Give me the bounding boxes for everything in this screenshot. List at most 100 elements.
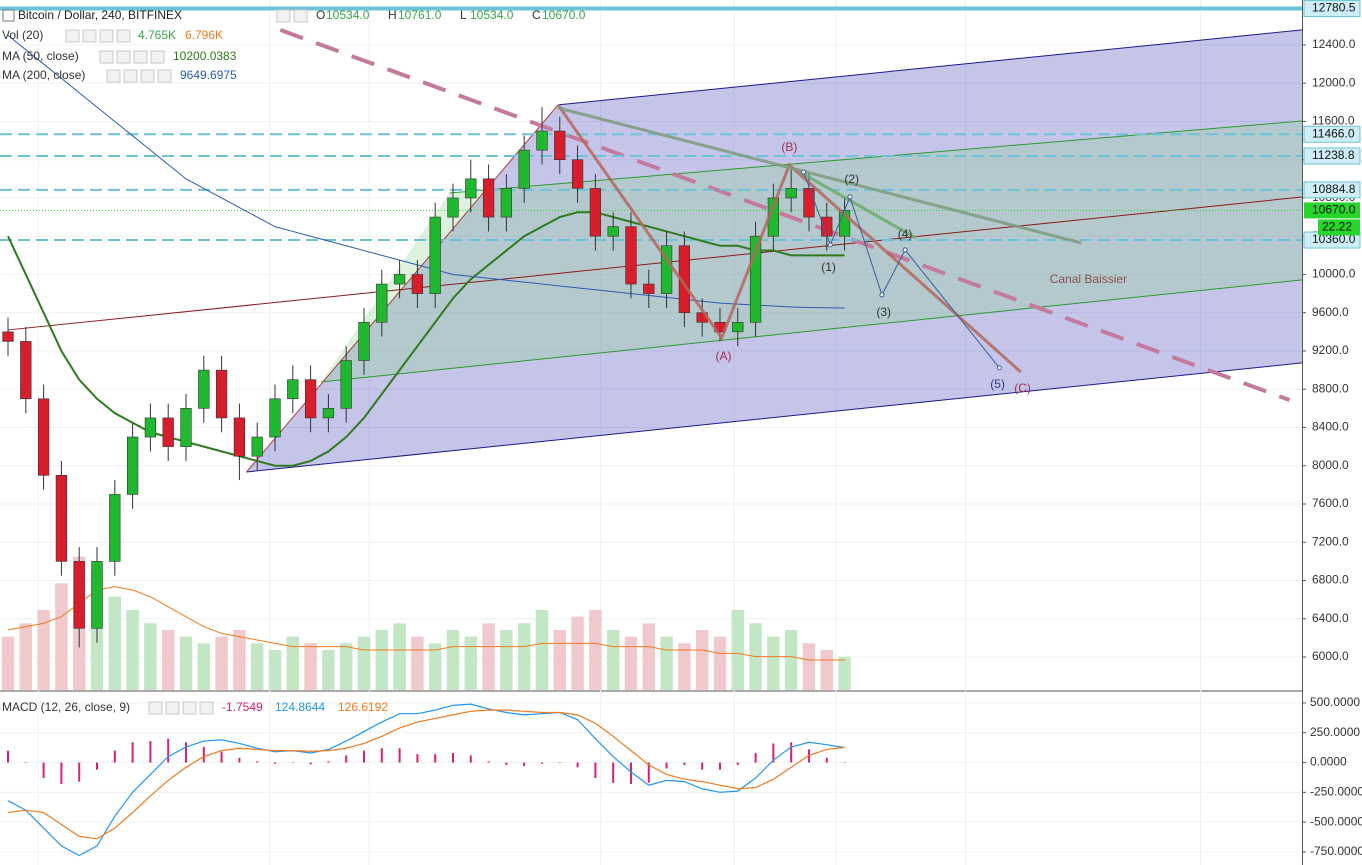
annotation: Canal Baissier xyxy=(1050,272,1127,286)
legend-icon xyxy=(165,701,180,715)
histogram-bar xyxy=(380,748,383,763)
volume-bar xyxy=(233,630,246,690)
volume-bar xyxy=(820,650,833,690)
candle-body xyxy=(180,408,192,447)
histogram-bar xyxy=(149,741,152,763)
candle-body xyxy=(304,379,317,419)
volume-bar xyxy=(553,630,567,690)
candle-body xyxy=(251,436,263,457)
volume-bar xyxy=(37,610,50,690)
candle-body xyxy=(55,475,68,562)
candle-body xyxy=(500,188,513,218)
annotation: (B) xyxy=(781,140,797,154)
candle-body xyxy=(785,188,797,199)
channel-line xyxy=(246,104,559,473)
candle-body xyxy=(536,130,548,151)
annotation: (2) xyxy=(844,172,859,186)
legend-icon xyxy=(140,69,155,83)
level-label: 11238.8 xyxy=(1312,148,1355,162)
histogram-bar xyxy=(238,757,241,763)
ohlc-label: H xyxy=(388,8,397,22)
volume-bar xyxy=(695,630,709,690)
volume-bar xyxy=(339,643,353,690)
histogram-bar xyxy=(701,762,704,770)
legend-icon xyxy=(116,50,131,64)
volume-bar xyxy=(322,650,335,690)
histogram-bar xyxy=(416,754,419,763)
histogram-bar xyxy=(790,742,793,763)
y-tick-label: 500.0000 xyxy=(1310,695,1360,709)
y-tick-label: 12000.0 xyxy=(1312,75,1356,89)
candle-body xyxy=(340,360,352,409)
legend-icon xyxy=(99,29,114,43)
pattern-line xyxy=(799,170,917,240)
volume-bar xyxy=(802,643,816,690)
level-label-box xyxy=(1303,147,1361,165)
histogram-bar xyxy=(469,755,472,763)
histogram-bar xyxy=(647,762,650,783)
volume-bar xyxy=(375,630,389,690)
wave-point xyxy=(996,365,1002,371)
histogram-bar xyxy=(7,750,10,763)
y-tick-label: -500.0000 xyxy=(1310,814,1362,828)
candle-body xyxy=(322,408,335,419)
candle-body xyxy=(482,178,495,218)
volume-bar xyxy=(428,643,442,690)
y-tick-label: 9200.0 xyxy=(1312,343,1349,357)
volume-bar xyxy=(660,636,673,690)
level-label-box xyxy=(1303,181,1361,199)
y-tick-label: 9600.0 xyxy=(1312,305,1349,319)
legend-icon xyxy=(116,29,131,43)
volume-bar xyxy=(126,610,139,690)
volume-bar xyxy=(535,610,549,690)
volume-bar xyxy=(19,623,33,690)
channel-line xyxy=(7,196,1303,331)
legend-value: 126.6192 xyxy=(338,700,388,714)
level-label: 12780.5 xyxy=(1312,1,1356,15)
histogram-bar xyxy=(558,762,561,764)
y-tick-label: -750.0000 xyxy=(1310,844,1362,858)
macd-panel xyxy=(7,703,846,857)
histogram-bar xyxy=(291,762,294,764)
histogram-bar xyxy=(256,761,259,763)
legend-value: 6.796K xyxy=(185,28,223,42)
volume-bar xyxy=(731,610,744,690)
legend-value: 124.8644 xyxy=(275,700,325,714)
macd-line xyxy=(7,703,845,857)
candle-body xyxy=(732,321,744,333)
channel-area xyxy=(321,120,1303,382)
volume-bar xyxy=(250,643,264,690)
y-tick-label: 12400.0 xyxy=(1312,37,1356,51)
candle-body xyxy=(411,274,424,294)
candle-body xyxy=(233,417,246,457)
histogram-bar xyxy=(665,762,668,769)
annotations: (A) (B) (C) (1) (2) (3) (4) (5) Canal Baissier xyxy=(556,104,1127,395)
candle-body xyxy=(20,341,32,400)
ohlc-label: C xyxy=(532,8,541,22)
volume-bar xyxy=(161,630,175,690)
candle-body xyxy=(660,245,673,294)
y-tick-label: 6400.0 xyxy=(1312,611,1349,625)
channel-line xyxy=(246,362,1303,473)
channel-line xyxy=(321,279,1303,383)
volume xyxy=(1,556,851,690)
last-price-box xyxy=(1304,202,1360,219)
annotation: (C) xyxy=(1014,381,1031,395)
volume-bar xyxy=(784,630,798,690)
volume-bar xyxy=(767,636,780,690)
volume-ma xyxy=(7,586,845,661)
ohlc-value: 10670.0 xyxy=(542,8,586,22)
legend-value: 4.765K xyxy=(138,28,176,42)
channel-line xyxy=(557,29,1303,106)
candle-body xyxy=(429,216,441,294)
candle-body xyxy=(91,561,103,629)
legend: Bitcoin / Dollar, 240, BITFINEX O 10534.0 H… xyxy=(2,8,586,715)
level-label-box xyxy=(1303,125,1361,143)
histogram-bar xyxy=(78,762,81,782)
volume-bar xyxy=(713,636,727,690)
histogram-bar xyxy=(683,762,686,765)
histogram-bar xyxy=(202,747,205,763)
candle-body xyxy=(571,159,584,189)
wave-point xyxy=(827,242,833,248)
